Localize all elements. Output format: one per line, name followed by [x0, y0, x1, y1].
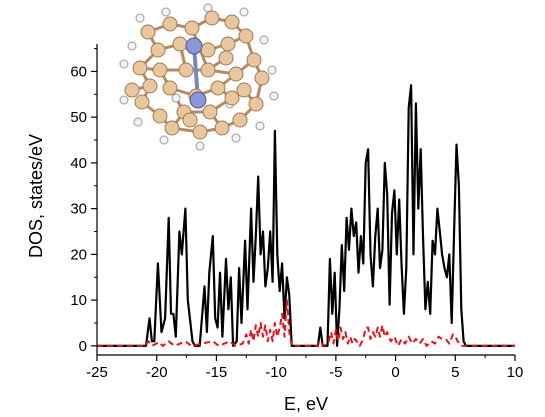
x-tick-label: 5	[451, 364, 459, 381]
molecule-carbon-atom	[232, 112, 248, 128]
molecule-hydrogen-atom	[161, 7, 171, 17]
molecule-carbon-atom	[236, 82, 252, 98]
y-tick-label: 10	[70, 292, 87, 309]
molecule-hydrogen-atom	[231, 133, 241, 143]
molecule-carbon-atom	[164, 120, 180, 136]
molecule-carbon-atom	[246, 52, 262, 68]
molecule-carbon-atom	[142, 78, 158, 94]
molecule-inset-image	[119, 3, 279, 151]
molecule-carbon-atom	[202, 104, 218, 120]
molecule-hydrogen-atom	[135, 13, 145, 23]
molecule-carbon-atom	[162, 16, 178, 32]
x-tick-label: -20	[146, 364, 168, 381]
molecule-hydrogen-atom	[171, 93, 181, 103]
molecule-hydrogen-atom	[259, 35, 269, 45]
x-tick-label: -25	[86, 364, 108, 381]
x-axis-title: E, eV	[284, 394, 328, 414]
molecule-carbon-atom	[140, 24, 156, 40]
molecule-carbon-atom	[178, 62, 194, 78]
x-tick-label: 10	[507, 364, 524, 381]
molecule-carbon-atom	[224, 90, 240, 106]
x-tick-label: -10	[265, 364, 287, 381]
molecule-carbon-atom	[214, 120, 230, 136]
molecule-carbon-atom	[184, 20, 200, 36]
molecule-hydrogen-atom	[269, 91, 279, 101]
molecule-carbon-atom	[228, 66, 244, 82]
molecule-carbon-atom	[132, 60, 148, 76]
molecule-carbon-atom	[172, 36, 188, 52]
molecule-hydrogen-atom	[255, 121, 265, 131]
y-tick-label: 60	[70, 63, 87, 80]
ticks: -25 -20 -15 -10 -5 0 5 10 0 10 20 30 40 50 60	[70, 48, 524, 381]
y-tick-label: 50	[70, 109, 87, 126]
molecule-carbon-atom	[224, 14, 240, 30]
molecule-hydrogen-atom	[119, 95, 129, 105]
molecule-carbon-atom	[200, 42, 216, 58]
x-tick-label: 0	[391, 364, 399, 381]
molecule-hydrogen-atom	[239, 7, 249, 17]
y-tick-label: 30	[70, 201, 87, 218]
molecule-nitrogen-atom	[189, 91, 207, 109]
molecule-carbon-atom	[182, 112, 198, 128]
molecule-hydrogen-atom	[159, 135, 169, 145]
molecule-carbon-atom	[254, 70, 270, 86]
molecule-hydrogen-atom	[195, 141, 205, 151]
molecule-carbon-atom	[192, 124, 208, 140]
y-tick-label: 20	[70, 246, 87, 263]
molecule-carbon-atom	[152, 108, 168, 124]
molecule-hydrogen-atom	[267, 65, 277, 75]
series-line-2	[97, 299, 515, 347]
molecule-carbon-atom	[204, 10, 220, 26]
y-tick-label: 40	[70, 155, 87, 172]
molecule-carbon-atom	[248, 96, 264, 112]
molecule-carbon-atom	[162, 80, 178, 96]
molecule-carbon-atom	[210, 80, 226, 96]
molecule-carbon-atom	[150, 42, 166, 58]
plot-area	[97, 84, 515, 347]
molecule-nitrogen-atom	[185, 37, 203, 55]
y-tick-label: 0	[79, 338, 87, 355]
molecule-carbon-atom	[200, 62, 216, 78]
molecule-carbon-atom	[134, 94, 150, 110]
molecule-hydrogen-atom	[119, 59, 129, 69]
molecule-carbon-atom	[152, 62, 168, 78]
molecule-carbon-atom	[220, 36, 236, 52]
x-tick-label: -5	[329, 364, 342, 381]
series-line-1	[97, 84, 515, 347]
y-axis-title: DOS, states/eV	[26, 134, 46, 258]
molecule-carbon-atom	[124, 82, 140, 98]
molecule-carbon-atom	[218, 50, 234, 66]
molecule-carbon-atom	[238, 28, 254, 44]
molecule-hydrogen-atom	[127, 41, 137, 51]
x-tick-label: -15	[206, 364, 228, 381]
molecule-hydrogen-atom	[133, 117, 143, 127]
